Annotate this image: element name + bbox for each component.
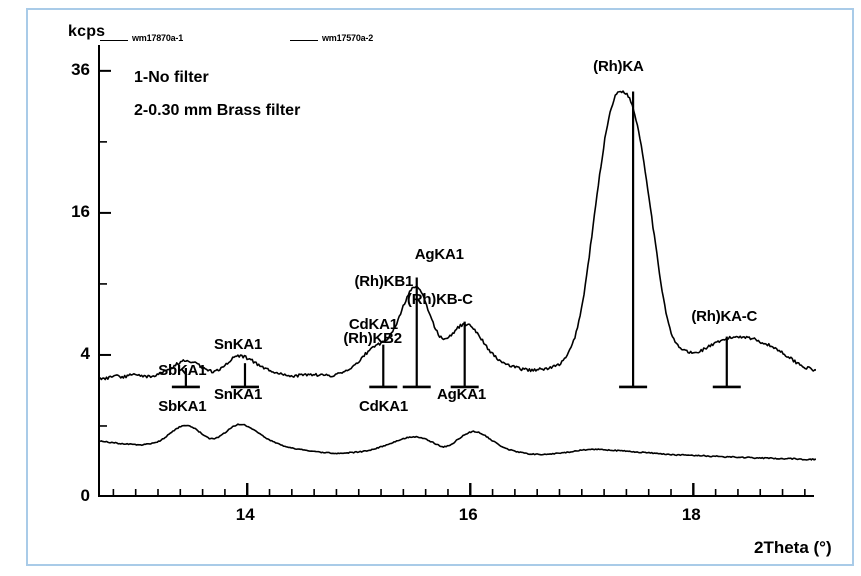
peak-label-upper: (Rh)KA-C xyxy=(691,308,758,326)
plot-area xyxy=(98,45,816,497)
legend-label-1: wm17870a-1 xyxy=(132,33,184,43)
legend: wm17870a-1 wm17570a-2 xyxy=(100,32,500,48)
peak-label-lower: SnKA1 xyxy=(213,386,263,404)
peak-label-upper: SbKA1 xyxy=(158,361,207,379)
peak-label-upper: (Rh)KA xyxy=(593,58,644,76)
peak-label-upper: (Rh)KB-C xyxy=(406,290,473,308)
legend-line-1 xyxy=(100,40,128,41)
x-tick-label: 16 xyxy=(458,505,478,524)
peak-label-upper: AgKA1 xyxy=(414,246,464,264)
peak-label-upper: (Rh)KB1 xyxy=(354,272,414,290)
spectrum-plot xyxy=(100,69,816,497)
x-tick-label: 14 xyxy=(235,505,255,524)
x-axis-title: 2Theta (°) xyxy=(754,538,832,557)
figure-container: kcps 2Theta (°) wm17870a-1 wm17570a-2 36… xyxy=(26,8,854,566)
peak-markers xyxy=(171,91,741,389)
curve-wm17570a-2 xyxy=(100,423,816,461)
legend-label-2: wm17570a-2 xyxy=(322,33,374,43)
filter-note: 1-No filter xyxy=(134,69,209,86)
peak-label-lower: CdKA1 xyxy=(358,397,408,415)
peak-label-upper: (Rh)KB2 xyxy=(343,329,402,347)
y-tick-label: 36 xyxy=(71,59,90,79)
y-axis-ticks xyxy=(100,69,111,497)
filter-note: 2-0.30 mm Brass filter xyxy=(134,102,301,119)
legend-line-2 xyxy=(290,40,318,41)
x-axis-ticks xyxy=(112,483,806,497)
y-axis-title: kcps xyxy=(68,23,106,40)
x-tick-label: 18 xyxy=(681,505,701,524)
peak-label-upper: CdKA1 xyxy=(348,316,398,334)
y-tick-label: 16 xyxy=(71,201,90,221)
curve-wm17870a-1 xyxy=(100,90,816,381)
peak-label-upper: SnKA1 xyxy=(213,335,263,353)
peak-label-lower: SbKA1 xyxy=(158,397,207,415)
peak-label-lower: AgKA1 xyxy=(437,386,487,404)
y-tick-label: 0 xyxy=(80,486,90,505)
y-tick-label: 4 xyxy=(80,343,90,363)
